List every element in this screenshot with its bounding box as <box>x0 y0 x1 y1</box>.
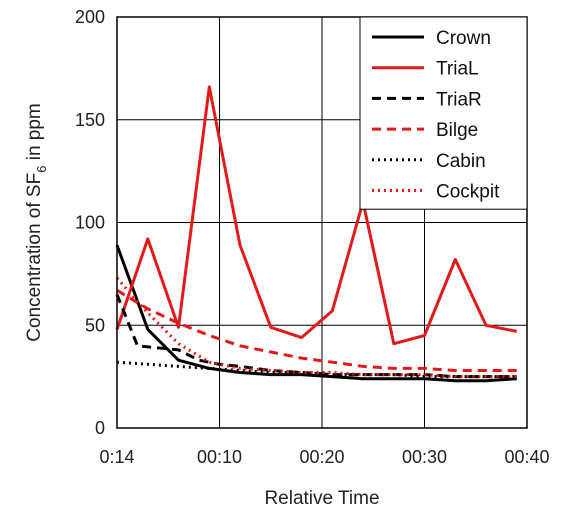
x-axis-label: Relative Time <box>264 488 379 509</box>
legend-label-cabin: Cabin <box>436 151 486 172</box>
y-axis-label-suffix: in ppm <box>24 103 45 165</box>
plot-area-frame <box>116 16 528 429</box>
legend-label-crown: Crown <box>436 28 491 49</box>
series-line-bilge <box>116 289 517 372</box>
legend: Crown TriaL TriaR Bilge Cabin Cockpit <box>359 16 528 210</box>
y-tick-label: 50 <box>85 315 105 335</box>
x-tick-label: 00:10 <box>197 447 242 467</box>
series-line-cockpit <box>115 277 517 379</box>
series-line-cabin <box>116 360 517 379</box>
y-tick-label: 200 <box>75 7 105 27</box>
legend-label-trial: TriaL <box>436 59 479 80</box>
y-axis-ticks: 0 50 100 150 200 <box>75 7 105 438</box>
x-tick-label: 00:30 <box>402 447 447 467</box>
series-lines <box>115 85 518 383</box>
y-axis-label: Concentration of SF6 in ppm <box>24 103 49 342</box>
series-line-trial <box>115 85 518 346</box>
y-tick-label: 150 <box>75 110 105 130</box>
legend-label-cockpit: Cockpit <box>436 182 500 203</box>
legend-box <box>359 16 528 210</box>
x-tick-label: 00:20 <box>299 447 344 467</box>
y-tick-label: 100 <box>75 213 105 233</box>
series-line-triar <box>115 293 517 379</box>
legend-label-triar: TriaR <box>436 89 482 110</box>
y-tick-label: 0 <box>95 418 105 438</box>
legend-label-bilge: Bilge <box>436 120 478 141</box>
y-axis-label-prefix: Concentration of SF <box>24 173 45 342</box>
x-tick-label: 00:40 <box>504 447 549 467</box>
x-tick-label: 0:14 <box>99 447 134 467</box>
y-axis-label-subscript: 6 <box>34 166 49 173</box>
x-axis-ticks: 0:14 00:10 00:20 00:30 00:40 <box>99 447 549 467</box>
series-line-crown <box>115 244 517 383</box>
